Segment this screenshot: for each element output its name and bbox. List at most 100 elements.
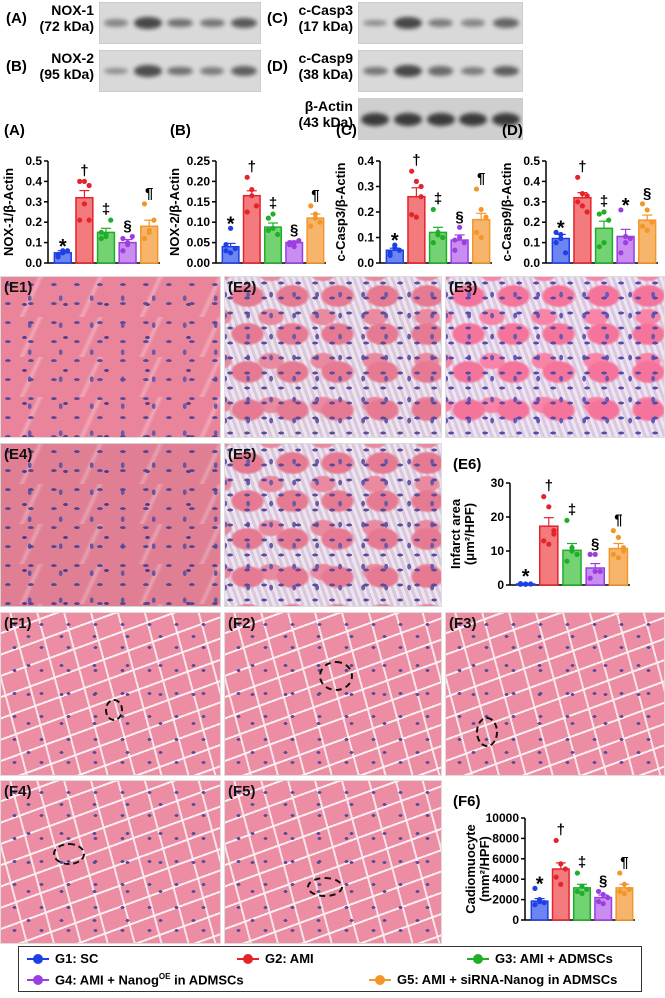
significance-marker: ¶ — [620, 854, 628, 871]
histology-f2: (F2) — [224, 612, 442, 776]
data-point — [605, 894, 611, 901]
legend-item-g2: G2: AMI — [237, 951, 314, 966]
data-point — [312, 211, 318, 217]
y-tick-label: 6000 — [492, 852, 519, 866]
data-point — [270, 225, 276, 231]
data-point — [308, 223, 314, 229]
data-point — [517, 581, 524, 587]
significance-marker: ¶ — [145, 185, 153, 202]
significance-marker: † — [248, 158, 256, 175]
significance-marker: † — [578, 158, 586, 175]
legend-item-g4: G4: AMI + NanogOE in ADMSCs — [27, 972, 244, 987]
data-point — [249, 193, 255, 199]
data-point — [623, 240, 629, 246]
data-point — [617, 870, 623, 876]
data-point — [621, 890, 627, 897]
data-point — [120, 235, 126, 242]
data-point — [108, 217, 114, 223]
legend-label: G3: AMI + ADMSCs — [495, 951, 613, 966]
significance-marker: * — [59, 236, 67, 258]
histology-f5: (F5) — [224, 780, 442, 944]
data-point — [452, 237, 458, 243]
histology-e4: (E4) — [0, 443, 221, 607]
significance-marker: * — [227, 213, 235, 235]
legend-marker-icon — [27, 953, 49, 964]
blot-band — [134, 16, 162, 30]
legend-item-g5: G5: AMI + siRNA-Nanog in ADMSCs — [369, 972, 617, 987]
panel-label: (D) — [502, 122, 523, 139]
protein-name: NOX-2 — [51, 50, 94, 66]
y-tick-label: 10000 — [486, 811, 520, 825]
data-point — [596, 211, 602, 217]
data-point — [413, 178, 419, 184]
bar-chart-cardiomyocyte: (F6) Cadiomuocyte (mm²/HPF) 0 2000 4000 6000 80… — [453, 793, 635, 927]
protein-name: β-Actin — [304, 98, 353, 114]
y-tick-label: 0.0 — [357, 256, 374, 270]
blot-band — [491, 112, 520, 126]
data-point — [649, 219, 655, 225]
y-tick-label: 2000 — [492, 893, 519, 907]
y-axis-label: Cadiomuocyte — [463, 824, 478, 914]
data-point — [232, 246, 238, 252]
data-point — [639, 201, 646, 207]
blot-band — [459, 112, 488, 126]
y-tick-label: 0.1 — [25, 236, 42, 250]
significance-marker: † — [557, 821, 565, 838]
significance-marker: ¶ — [311, 187, 319, 204]
blot-band — [362, 66, 388, 76]
data-point — [618, 207, 624, 213]
data-point — [601, 240, 607, 246]
data-point — [574, 551, 580, 557]
data-point — [579, 191, 585, 197]
data-point — [457, 224, 463, 230]
blot-label-nox1: NOX-1 (72 kDa) — [30, 2, 94, 34]
panel-label: (E1) — [4, 279, 33, 296]
data-point — [392, 242, 398, 248]
data-point — [103, 233, 109, 240]
y-axis-label: c-Casp3/β-Actin — [333, 162, 348, 261]
data-point — [537, 899, 543, 905]
y-tick-label: 0.15 — [187, 195, 211, 209]
data-point — [317, 219, 323, 225]
blot-band — [167, 18, 193, 28]
data-point — [600, 891, 606, 898]
y-tick-label: 20 — [491, 510, 505, 524]
y-tick-label: 0.0 — [25, 256, 42, 270]
blot-tag-d: (D) — [267, 58, 288, 75]
blot-band — [167, 66, 193, 76]
bar-chart-nox1: NOX-1/β-Actin 0.0 0.1 0.2 0.3 0.4 0.5 * † ‡ § ¶ — [1, 154, 160, 270]
blot-nox2 — [99, 50, 261, 92]
data-point — [478, 206, 484, 213]
blot-tag-a: (A) — [6, 10, 27, 27]
legend-label: G2: AMI — [265, 951, 314, 966]
data-point — [312, 215, 318, 221]
histology-f4: (F4) — [0, 780, 221, 944]
data-point — [532, 885, 538, 891]
protein-name: NOX-1 — [51, 2, 94, 18]
blot-band — [394, 16, 422, 30]
data-point — [562, 250, 569, 256]
data-point — [253, 203, 260, 209]
histology-e5: (E5) — [224, 443, 442, 607]
data-point — [86, 217, 92, 223]
data-point — [64, 248, 71, 254]
legend-label: G4: AMI + NanogOE in ADMSCs — [55, 972, 244, 988]
legend-marker-icon — [27, 974, 49, 985]
data-point — [55, 252, 61, 258]
data-point — [639, 223, 646, 229]
data-point — [275, 231, 281, 238]
data-point — [644, 207, 650, 213]
significance-marker: § — [643, 185, 651, 202]
y-tick-label: 0.20 — [187, 174, 211, 188]
data-point — [409, 211, 415, 218]
y-tick-label: 0 — [512, 913, 519, 927]
data-point — [546, 541, 552, 547]
group-legend: G1: SC G2: AMI G3: AMI + ADMSCs G4: AMI … — [18, 946, 642, 992]
data-point — [601, 209, 607, 215]
data-point — [627, 235, 633, 242]
cardiomyocyte-outline — [105, 699, 123, 721]
data-point — [562, 866, 569, 872]
data-point — [286, 240, 293, 246]
data-point — [558, 231, 564, 238]
data-point — [546, 504, 552, 510]
